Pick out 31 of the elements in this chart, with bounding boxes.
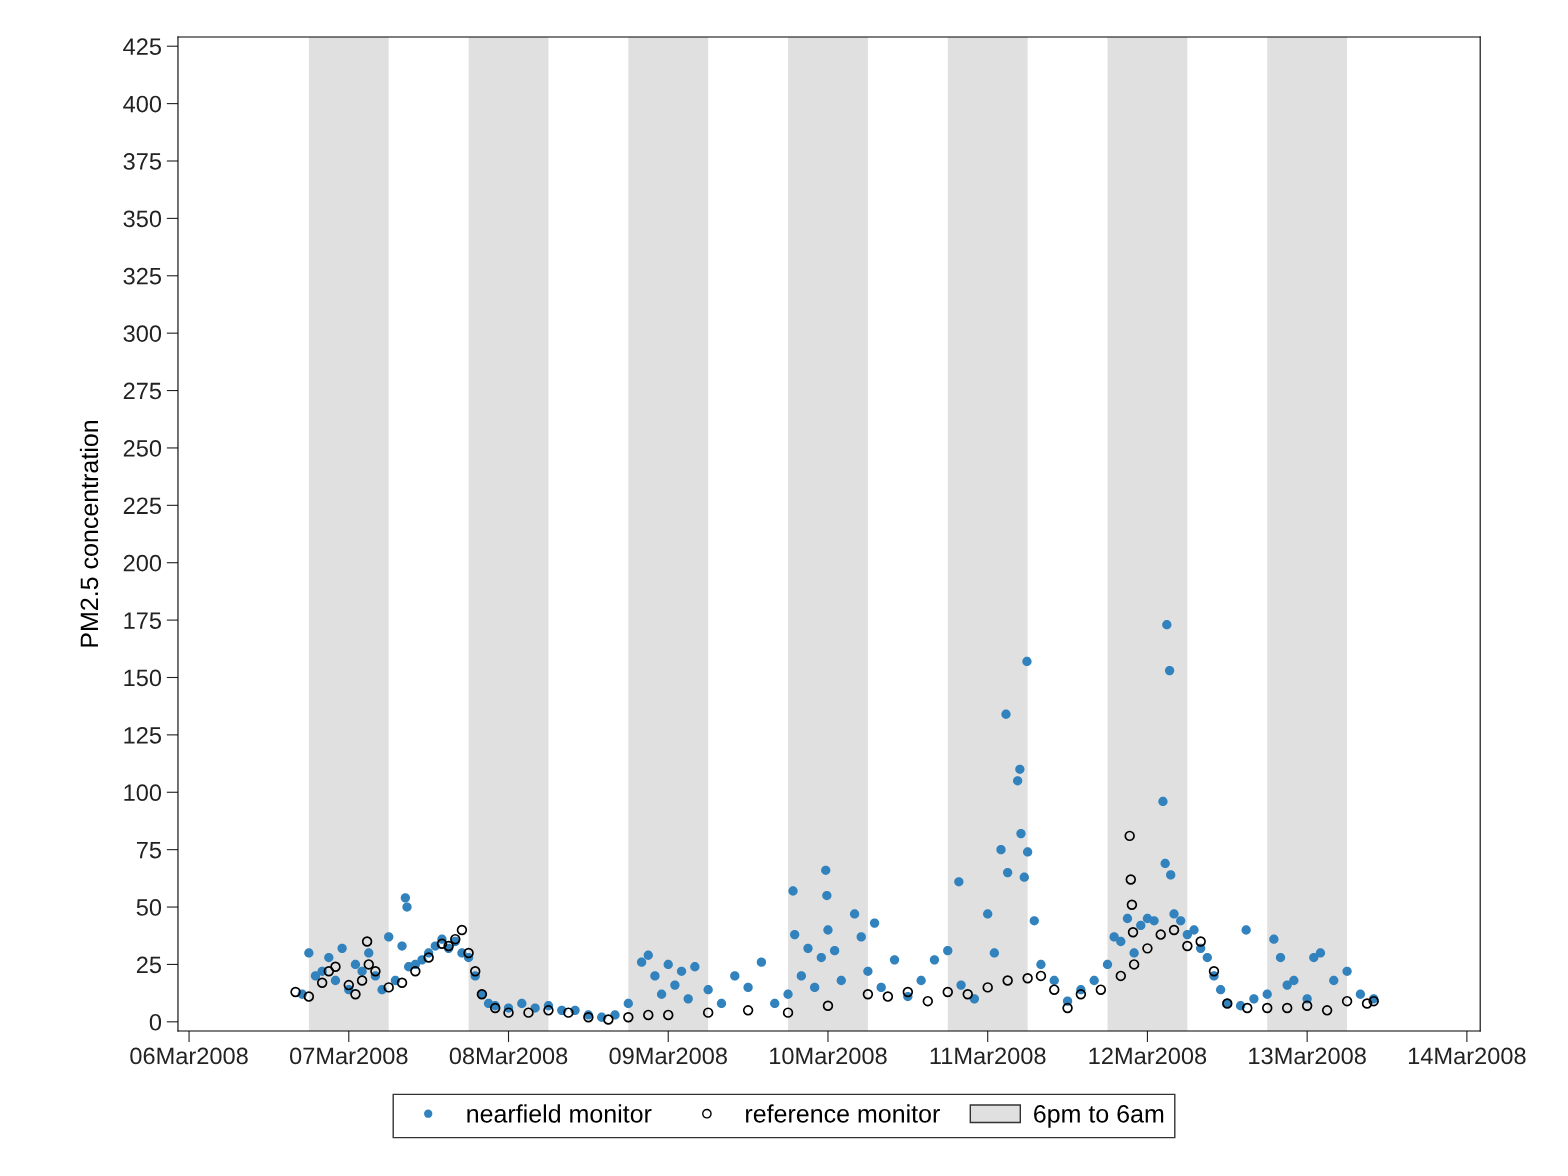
y-tick-label: 275 bbox=[123, 382, 162, 400]
y-tick-label: 100 bbox=[124, 784, 162, 802]
x-tick-label: 12Mar2008 bbox=[1089, 1047, 1207, 1065]
y-tick-label: 50 bbox=[136, 899, 162, 916]
y-tick-label: 175 bbox=[124, 612, 162, 629]
y-tick-label: 375 bbox=[123, 153, 162, 170]
y-tick-label: 400 bbox=[123, 95, 162, 113]
y-tick-label: 350 bbox=[123, 210, 162, 228]
y-tick-label: 0 bbox=[149, 1013, 162, 1031]
y-tick-label: 300 bbox=[123, 325, 162, 342]
y-tick-label: 250 bbox=[123, 440, 162, 457]
x-tick-label: 07Mar2008 bbox=[289, 1047, 408, 1065]
x-tick-label: 06Mar2008 bbox=[130, 1047, 248, 1065]
y-axis-title: PM2.5 concentration bbox=[79, 420, 99, 647]
x-tick-label: 09Mar2008 bbox=[609, 1047, 727, 1065]
y-tick-label: 425 bbox=[123, 38, 162, 56]
y-tick-label: 125 bbox=[124, 726, 162, 744]
legend-label: reference monitor bbox=[746, 1104, 940, 1123]
legend-label: nearfield monitor bbox=[467, 1104, 652, 1123]
x-tick-label: 14Mar2008 bbox=[1408, 1047, 1526, 1065]
x-tick-label: 08Mar2008 bbox=[449, 1047, 568, 1065]
y-tick-label: 75 bbox=[136, 841, 162, 859]
x-tick-label: 13Mar2008 bbox=[1249, 1047, 1366, 1065]
y-tick-label: 25 bbox=[136, 956, 162, 974]
y-tick-label: 225 bbox=[123, 497, 162, 515]
y-tick-label: 200 bbox=[123, 554, 162, 572]
y-tick-label: 150 bbox=[124, 669, 162, 687]
x-tick-label: 11Mar2008 bbox=[930, 1047, 1046, 1065]
x-tick-label: 10Mar2008 bbox=[770, 1047, 887, 1065]
y-tick-label: 325 bbox=[123, 267, 162, 285]
legend-label: 6pm to 6am bbox=[1034, 1104, 1164, 1128]
